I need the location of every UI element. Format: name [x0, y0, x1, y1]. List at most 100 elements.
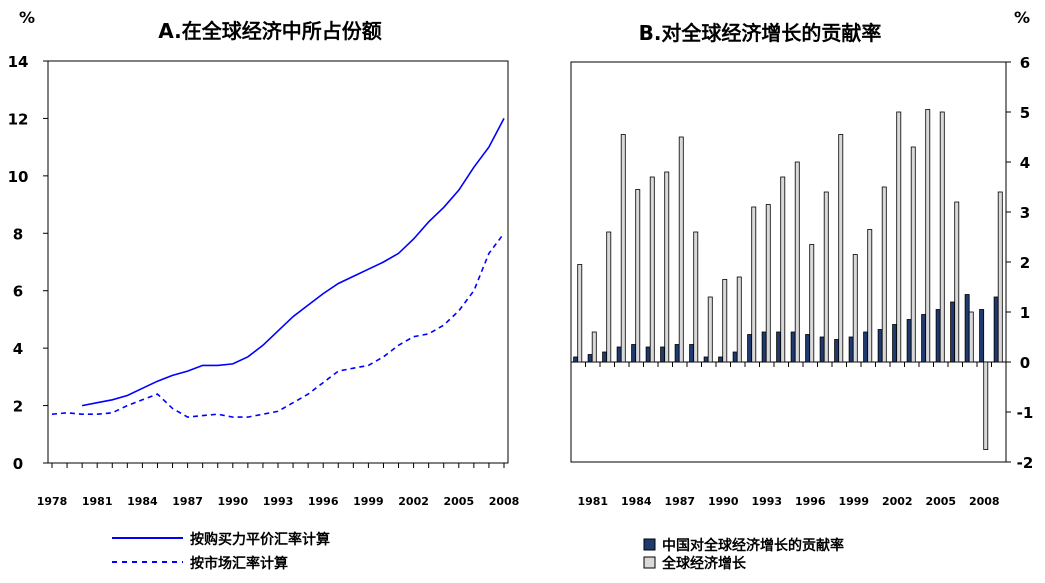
panel-a-y-tick-label: 14: [8, 53, 29, 71]
bar-world-growth: [809, 244, 815, 363]
series-line-ppp: [81, 118, 505, 407]
panel-a-series: [51, 118, 505, 418]
panel-a-y-tick-label: 6: [13, 283, 23, 301]
panel-b: % B.对全球经济增长的贡献率 6 5 4 3 2 1 0 -1 -2 1981 1984 1987…: [570, 8, 1034, 572]
bar-china-contribution: [689, 344, 695, 363]
bar-china-contribution: [747, 334, 753, 363]
bar-world-growth: [649, 176, 655, 363]
bar-world-growth: [968, 311, 974, 363]
panel-b-x-tick-label: 1990: [708, 495, 739, 508]
panel-b-x-tick-label: 1987: [664, 495, 695, 508]
panel-a-y-tick-label: 8: [13, 225, 23, 243]
panel-a-unit: %: [19, 8, 35, 27]
bar-world-growth: [693, 231, 699, 363]
panel-a-plot-area: [47, 60, 509, 464]
bar-china-contribution: [921, 314, 927, 363]
bar-world-growth: [678, 136, 684, 363]
panel-a-x-tick-label: 1990: [217, 495, 248, 508]
panel-a-legend: 按购买力平价汇率计算 按市场汇率计算: [112, 531, 330, 572]
panel-a-x-tick-label: 2005: [443, 495, 474, 508]
panel-b-y-tick-label: 5: [1020, 104, 1030, 122]
bar-world-growth: [881, 186, 887, 363]
panel-a-x-tick-label: 1984: [127, 495, 158, 508]
bar-world-growth: [954, 201, 960, 363]
panel-b-x-tick-label: 1996: [795, 495, 826, 508]
bar-world-growth: [939, 111, 945, 363]
bar-world-growth: [925, 109, 931, 363]
bar-china-contribution: [834, 339, 840, 363]
panel-b-y-tick-label: 2: [1020, 254, 1030, 272]
panel-a-x-tick-label: 1981: [82, 495, 113, 508]
bar-china-contribution: [718, 356, 724, 363]
bar-china-contribution: [964, 294, 970, 363]
bar-china-contribution: [877, 329, 883, 363]
bar-china-contribution: [935, 309, 941, 363]
bar-china-contribution: [848, 336, 854, 363]
panel-b-y-tick-label: 3: [1020, 204, 1030, 222]
panel-a-x-tick-label: 1993: [263, 495, 294, 508]
panel-a-y-tick-label: 4: [13, 340, 23, 358]
panel-b-y-tick-label: 6: [1020, 54, 1030, 72]
bar-world-growth: [722, 279, 728, 363]
panel-b-x-tick-label: 1981: [577, 495, 608, 508]
panel-b-title: B.对全球经济增长的贡献率: [639, 21, 882, 45]
bar-china-contribution: [993, 296, 999, 363]
panel-b-x-tick-label: 2002: [882, 495, 913, 508]
bar-china-contribution: [573, 356, 579, 363]
bar-china-contribution: [660, 346, 666, 363]
panel-b-y-tick-label: 4: [1020, 154, 1030, 172]
bar-world-growth: [997, 191, 1003, 363]
bar-world-growth: [794, 161, 800, 363]
panel-b-y-tick-label: 1: [1020, 304, 1030, 322]
bar-china-contribution: [790, 331, 796, 363]
legend-world-swatch: [643, 556, 656, 569]
bar-world-growth: [983, 361, 989, 450]
bar-china-contribution: [587, 354, 593, 363]
panel-b-y-tick-label: -2: [1017, 454, 1034, 472]
panel-a-title: A.在全球经济中所占份额: [158, 19, 381, 43]
panel-b-x-axis: 1981 1984 1987 1990 1993 1996 1999 2002 2005 2008: [570, 361, 1007, 508]
panel-b-x-tick-label: 1993: [751, 495, 782, 508]
panel-a-y-tick-label: 12: [8, 110, 29, 128]
legend-market-label: 按市场汇率计算: [190, 555, 288, 572]
bar-world-growth: [751, 206, 757, 363]
bar-world-growth: [852, 254, 858, 363]
bar-china-contribution: [892, 324, 898, 363]
bar-world-growth: [635, 189, 641, 363]
bar-world-growth: [780, 176, 786, 363]
bar-china-contribution: [602, 351, 608, 363]
bar-china-contribution: [906, 319, 912, 363]
panel-a-y-tick-label: 10: [8, 168, 29, 186]
bar-china-contribution: [645, 346, 651, 363]
bar-world-growth: [606, 231, 612, 363]
panel-b-plot-area: [570, 61, 1007, 463]
panel-b-x-tick-label: 1984: [621, 495, 652, 508]
bar-china-contribution: [761, 331, 767, 363]
bar-china-contribution: [819, 336, 825, 363]
bar-china-contribution: [950, 301, 956, 363]
bar-china-contribution: [979, 309, 985, 363]
bar-china-contribution: [776, 331, 782, 363]
panel-b-series: [573, 109, 1003, 450]
panel-b-legend: 中国对全球经济增长的贡献率 全球经济增长: [643, 537, 844, 572]
bar-china-contribution: [805, 334, 811, 363]
bar-world-growth: [577, 264, 583, 363]
bar-world-growth: [910, 146, 916, 363]
bar-world-growth: [867, 229, 873, 363]
legend-world-label: 全球经济增长: [661, 555, 747, 572]
bar-world-growth: [838, 134, 844, 363]
bar-world-growth: [736, 276, 742, 363]
panel-b-unit: %: [1014, 8, 1030, 27]
panel-a-x-tick-label: 1996: [308, 495, 339, 508]
panel-a-x-tick-label: 1978: [37, 495, 68, 508]
bar-world-growth: [823, 191, 829, 363]
panel-a-x-tick-label: 1999: [353, 495, 384, 508]
legend-ppp-label: 按购买力平价汇率计算: [190, 531, 330, 548]
bar-world-growth: [664, 171, 670, 363]
panel-b-y-tick-label: -1: [1017, 404, 1034, 422]
bar-world-growth: [620, 134, 626, 363]
panel-b-x-tick-label: 2008: [969, 495, 1000, 508]
bar-china-contribution: [631, 344, 637, 363]
bar-china-contribution: [863, 331, 869, 363]
bar-world-growth: [707, 296, 713, 363]
